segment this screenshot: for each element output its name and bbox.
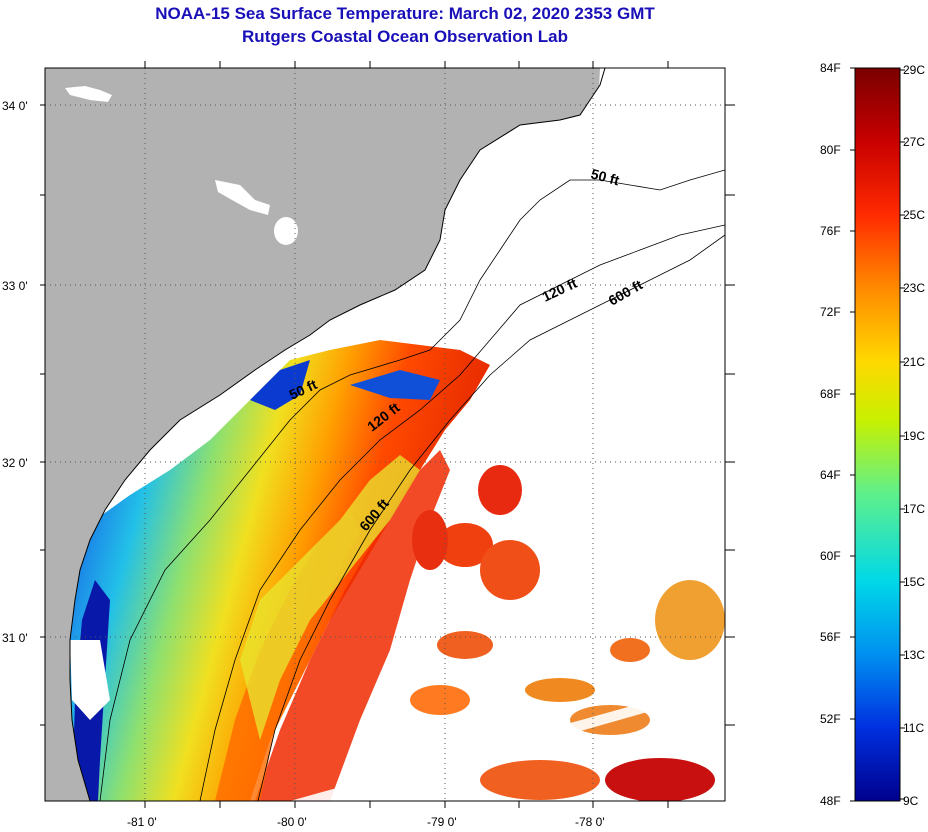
lat-label: 31 0' — [2, 631, 28, 645]
lon-label: -80 0' — [277, 815, 307, 829]
contour-50ft — [99, 169, 725, 801]
f-label: 84F — [820, 61, 841, 75]
map-panel — [45, 68, 725, 801]
c-label: 25C — [903, 208, 925, 222]
cape-fear — [560, 145, 655, 200]
lake-marion — [215, 180, 270, 215]
lat-label: 34 0' — [2, 99, 28, 113]
c-label: 19C — [903, 429, 925, 443]
lake-moultrie — [274, 217, 298, 245]
c-label: 15C — [903, 575, 925, 589]
c-label: 29C — [903, 63, 925, 77]
c-label: 9C — [903, 794, 919, 808]
lat-label: 33 0' — [2, 279, 28, 293]
c-label: 11C — [903, 721, 924, 735]
sst-coastal-cold-3 — [350, 370, 440, 400]
map-frame — [44, 67, 726, 802]
f-label: 80F — [820, 143, 841, 157]
c-label: 13C — [903, 648, 925, 662]
f-label: 48F — [820, 794, 841, 808]
sst-coastal-cold-2 — [250, 360, 310, 410]
lon-label: -78 0' — [575, 815, 605, 829]
sst-offshore-patches — [410, 465, 725, 801]
contour-label: 50 ft — [589, 165, 621, 188]
coast-lowland — [70, 640, 110, 720]
coastline — [69, 68, 606, 801]
land — [45, 68, 605, 801]
c-label: 21C — [903, 355, 925, 369]
lon-label: -81 0' — [127, 815, 157, 829]
colorbar-fahrenheit-labels: 84F 80F 76F 72F 68F 64F 60F 56F 52F 48F — [820, 61, 841, 808]
lat-label: 32 0' — [2, 456, 28, 470]
f-label: 68F — [820, 387, 841, 401]
f-label: 52F — [820, 712, 841, 726]
c-label: 17C — [903, 502, 925, 516]
contour-600ft — [257, 234, 725, 801]
lat-lon-grid — [45, 68, 725, 801]
f-label: 60F — [820, 549, 841, 563]
c-label: 27C — [903, 135, 925, 149]
sst-data-gap — [290, 680, 725, 801]
f-label: 72F — [820, 305, 841, 319]
colorbar-celsius-labels: 29C 27C 25C 23C 21C 19C 17C 15C 13C 11C … — [903, 63, 925, 808]
sst-warm-band — [255, 450, 450, 801]
f-label: 56F — [820, 630, 841, 644]
map-title: NOAA-15 Sea Surface Temperature: March 0… — [155, 4, 655, 23]
c-label: 23C — [903, 281, 925, 295]
colorbar-ticks — [850, 67, 905, 802]
coastal-sound — [598, 68, 650, 170]
f-label: 64F — [820, 468, 841, 482]
lon-label: -79 0' — [427, 815, 457, 829]
map-subtitle: Rutgers Coastal Ocean Observation Lab — [242, 27, 568, 46]
sst-mid-shelf — [240, 455, 420, 740]
sst-field — [70, 340, 490, 801]
contour-120ft — [199, 224, 725, 801]
axis-ticks — [40, 61, 735, 808]
f-label: 76F — [820, 224, 841, 238]
colorbar — [854, 67, 901, 802]
lake-north — [65, 86, 112, 102]
